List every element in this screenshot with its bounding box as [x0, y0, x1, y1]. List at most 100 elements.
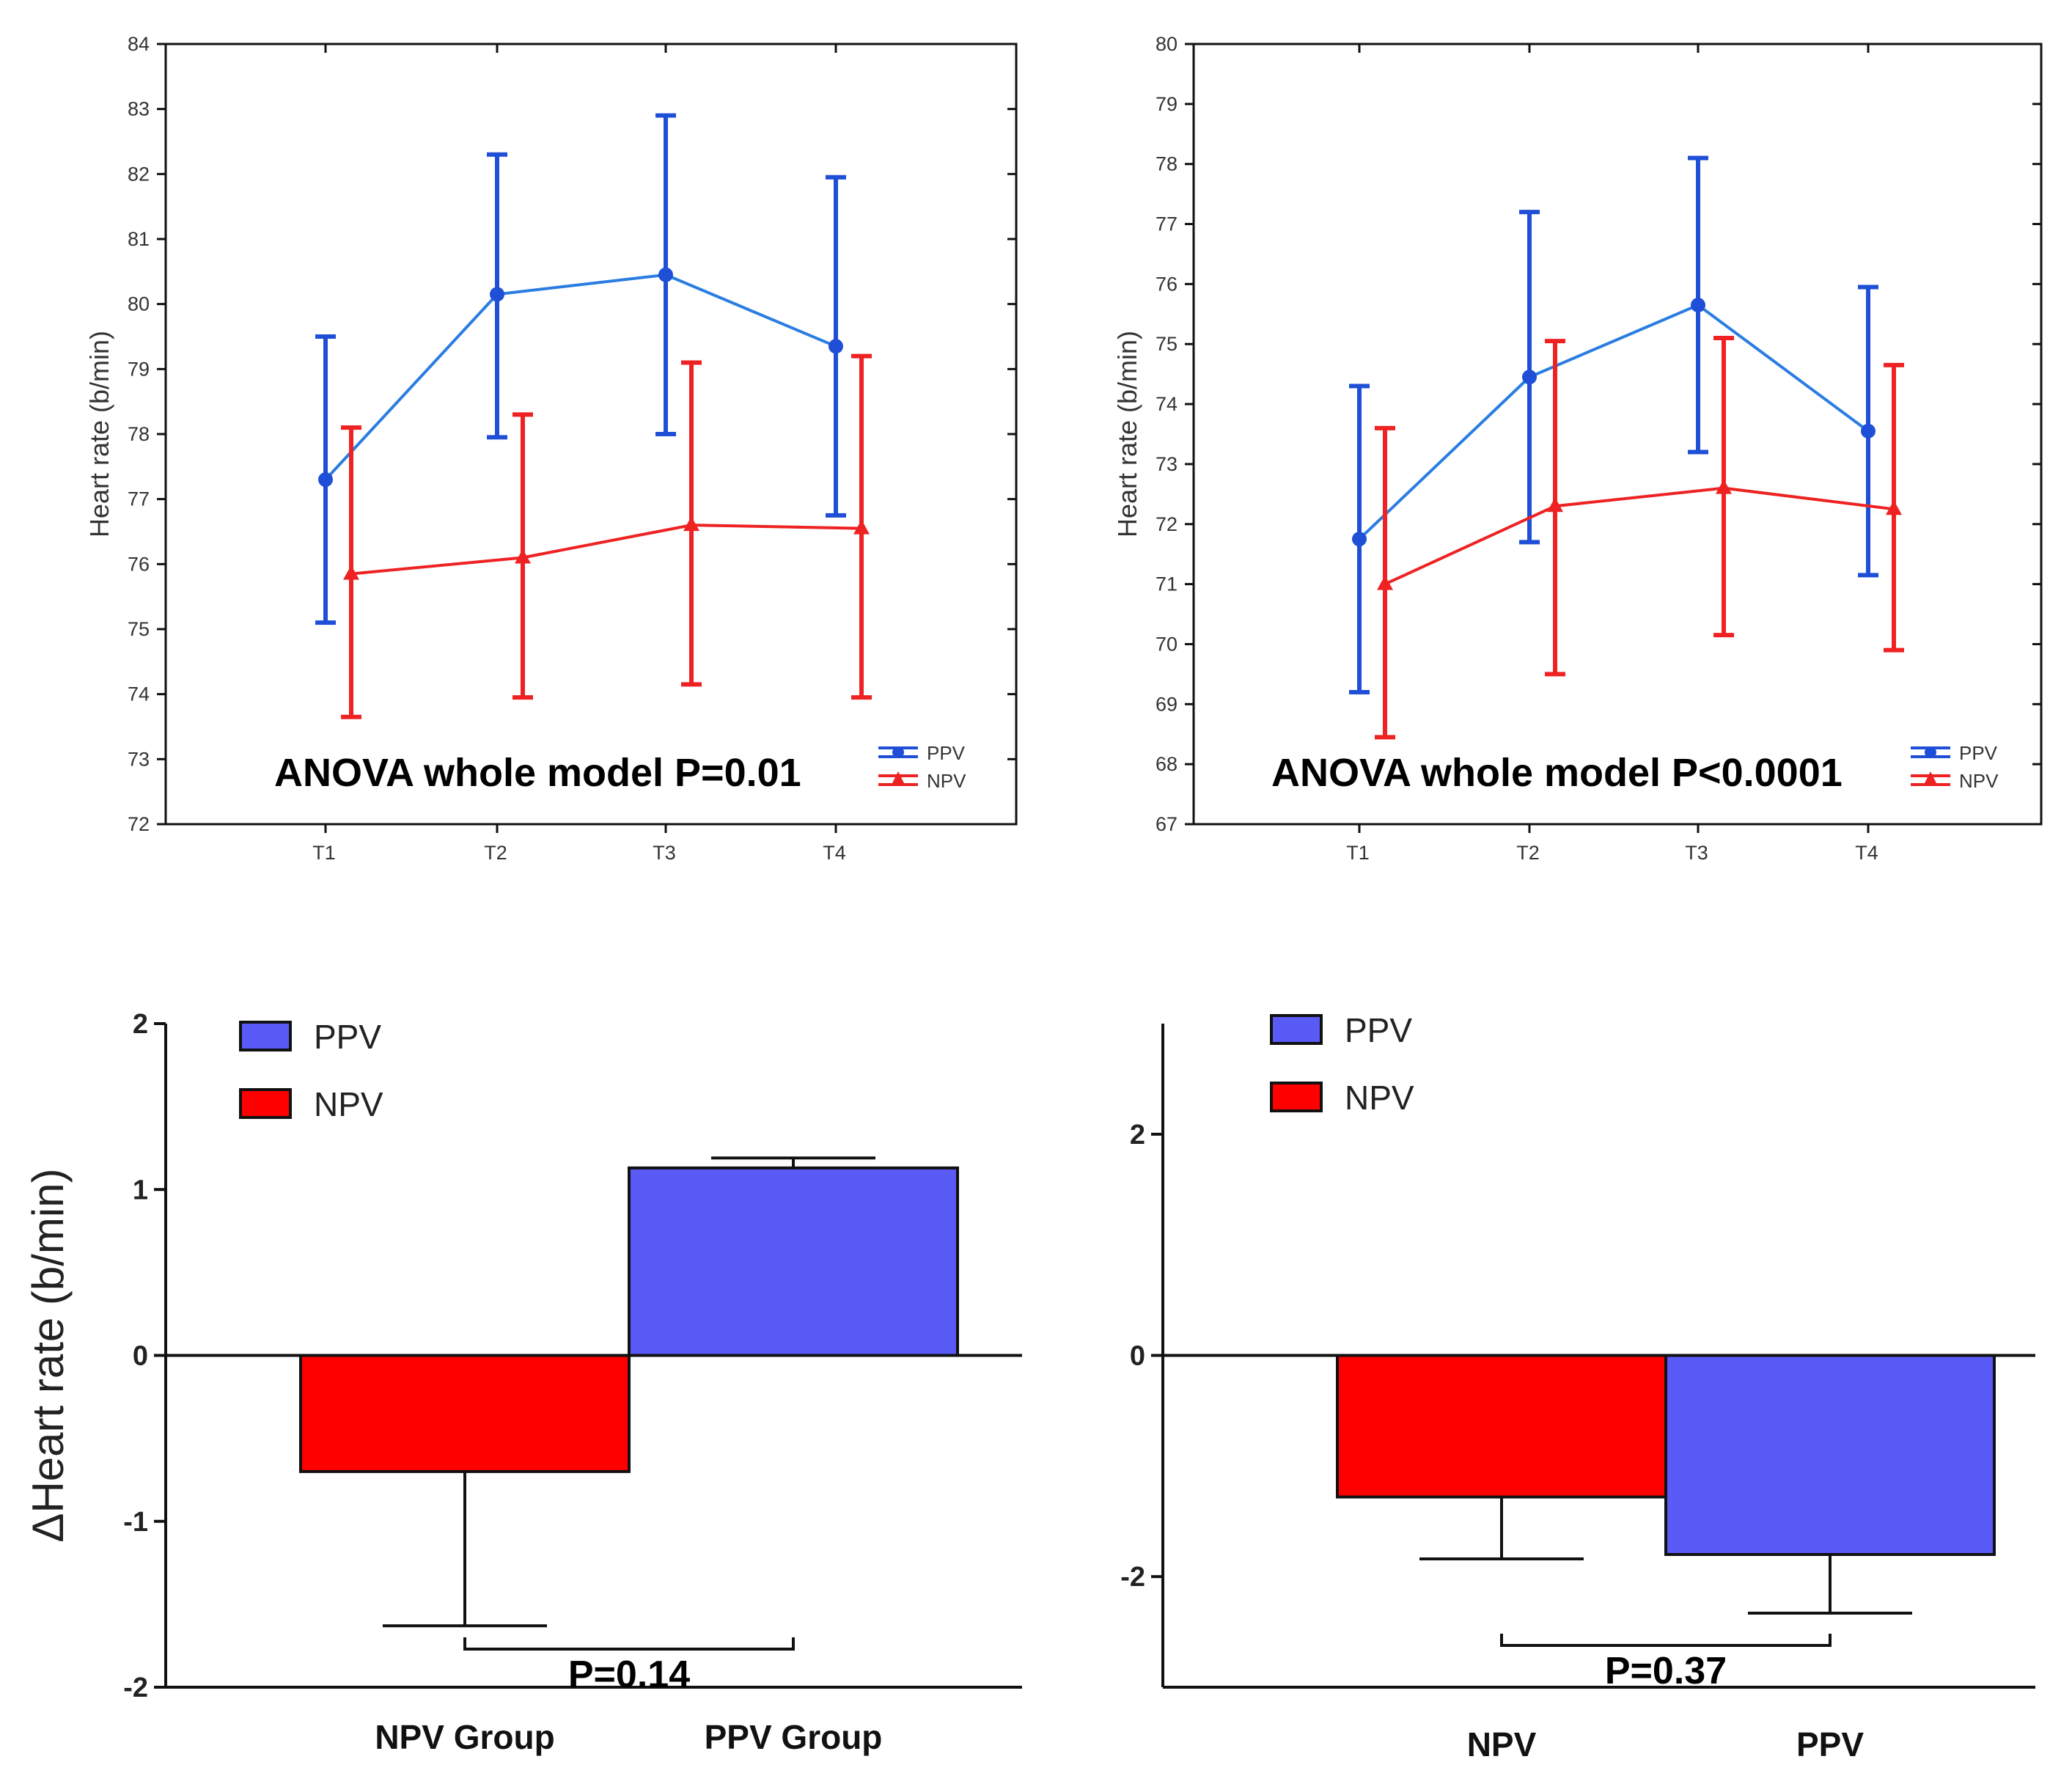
x-tick-label: T4 [823, 842, 846, 864]
y-tick-label: 72 [128, 813, 150, 835]
significance-bracket [463, 1637, 795, 1651]
y-tick-label: 1 [133, 1175, 148, 1205]
y-tick-label: -1 [123, 1507, 148, 1538]
bar-npv [299, 1354, 631, 1473]
y-tick-label: 0 [133, 1341, 148, 1372]
y-tick-label: 79 [1156, 93, 1178, 115]
y-tick-label: 70 [1156, 633, 1178, 655]
y-tick-label: 79 [128, 358, 150, 380]
y-axis-label: ΔHeart rate (b/min) [23, 1168, 73, 1542]
legend-swatch-ppv [239, 1021, 292, 1051]
y-tick-label: 83 [128, 98, 150, 120]
series-line-ppv [324, 273, 837, 481]
y-tick-label: 74 [1156, 393, 1178, 415]
legend-marker [891, 771, 905, 786]
y-tick-label: 0 [1130, 1341, 1145, 1372]
anova-annotation: ANOVA whole model P=0.01 [274, 751, 801, 795]
legend-label-npv: NPV [927, 770, 966, 792]
data-point-ppv [490, 287, 504, 302]
bar-chart-4: -2 0 2 NPV PPV P=0.37 PPV NPV [1120, 1011, 2035, 1763]
legend-label-npv: NPV [314, 1085, 383, 1123]
significance-bracket [1500, 1634, 1832, 1647]
data-point-ppv [658, 267, 673, 282]
y-tick-label: 67 [1156, 813, 1178, 835]
y-tick-label: 75 [128, 618, 150, 640]
y-tick-label: -2 [123, 1673, 148, 1703]
legend-label-npv: NPV [1959, 770, 1999, 792]
y-tick-label: 78 [1156, 153, 1178, 175]
data-point-npv [1377, 575, 1393, 590]
data-point-npv [343, 565, 359, 580]
bar-npv [1336, 1354, 1667, 1499]
x-tick-label: T1 [1346, 842, 1370, 864]
data-point-npv [1716, 479, 1732, 494]
legend-marker [1923, 771, 1938, 786]
data-point-ppv [318, 472, 333, 488]
y-tick-label: 75 [1156, 333, 1178, 355]
y-tick-label: 76 [128, 553, 150, 575]
y-axis-label: Heart rate (b/min) [1112, 331, 1142, 537]
series-line-npv [350, 524, 862, 576]
y-tick-label: 73 [1156, 453, 1178, 475]
y-tick-label: 69 [1156, 693, 1178, 715]
data-point-npv [683, 516, 699, 532]
legend-label-ppv: PPV [314, 1018, 381, 1056]
data-point-ppv [829, 339, 843, 354]
y-tick-label: 81 [128, 228, 150, 250]
x-tick-label: T3 [1685, 842, 1708, 864]
y-tick-label: 72 [1156, 513, 1178, 535]
x-tick-label: T2 [484, 842, 507, 864]
series-line-ppv [1358, 303, 1870, 540]
y-tick-label: 77 [128, 488, 150, 510]
x-category-label: PPV Group [705, 1718, 883, 1756]
y-tick-label: 74 [128, 683, 150, 705]
y-tick-label: 78 [128, 423, 150, 445]
y-tick-label: 76 [1156, 273, 1178, 295]
plot-frame [1192, 43, 2043, 826]
bar-chart-3: -2 -1 0 1 2 ΔHeart rate (b/min) NPV Group PPV G… [23, 1009, 1022, 1756]
data-point-npv [1886, 500, 1902, 515]
y-tick-label: 71 [1156, 573, 1178, 595]
y-tick-label: 80 [1156, 33, 1178, 55]
data-point-ppv [1352, 532, 1367, 547]
legend-marker [892, 746, 904, 758]
y-tick-label: 73 [128, 748, 150, 770]
y-tick-label: 68 [1156, 753, 1178, 775]
legend-swatch-npv [239, 1088, 292, 1119]
data-point-ppv [1522, 370, 1537, 385]
data-point-npv [1547, 497, 1563, 513]
x-tick-label: T4 [1855, 842, 1878, 864]
y-axis-label: Heart rate (b/min) [84, 331, 114, 537]
data-point-ppv [1691, 298, 1705, 313]
legend-marker [1925, 746, 1936, 758]
line-chart-2: 67 68 69 70 71 72 73 74 75 76 77 78 79 80 T1 T2 T3 T4 Hear… [1112, 33, 2043, 864]
legend-label-ppv: PPV [1959, 742, 1998, 764]
legend-label-npv: NPV [1345, 1079, 1414, 1117]
x-tick-label: T2 [1516, 842, 1540, 864]
y-tick-label: 82 [128, 163, 150, 185]
x-category-label: NPV Group [375, 1718, 554, 1756]
series-line-npv [1384, 486, 1895, 586]
line-chart-1: 72 73 74 75 76 77 78 79 80 81 82 83 84 T1 T2 T3 T4 Heart … [84, 33, 1018, 864]
x-category-label: NPV [1467, 1725, 1537, 1763]
data-point-npv [853, 519, 870, 535]
legend-label-ppv: PPV [1345, 1011, 1412, 1049]
x-category-label: PPV [1796, 1725, 1864, 1763]
legend-swatch-npv [1270, 1082, 1323, 1112]
y-tick-label: 77 [1156, 213, 1178, 235]
y-tick-label: 84 [128, 33, 150, 55]
bar-ppv [628, 1166, 959, 1357]
y-tick-label: -2 [1120, 1562, 1145, 1593]
legend-swatch-ppv [1270, 1014, 1323, 1045]
data-point-npv [515, 548, 531, 564]
p-value-label: P=0.37 [1605, 1650, 1727, 1692]
bar-ppv [1664, 1354, 1996, 1556]
y-tick-label: 2 [1130, 1120, 1145, 1150]
anova-annotation: ANOVA whole model P<0.0001 [1271, 751, 1843, 795]
plot-frame [164, 43, 1018, 826]
data-point-ppv [1861, 423, 1876, 438]
y-tick-label: 80 [128, 293, 150, 315]
y-tick-label: 2 [133, 1009, 148, 1040]
p-value-label: P=0.14 [568, 1653, 690, 1696]
